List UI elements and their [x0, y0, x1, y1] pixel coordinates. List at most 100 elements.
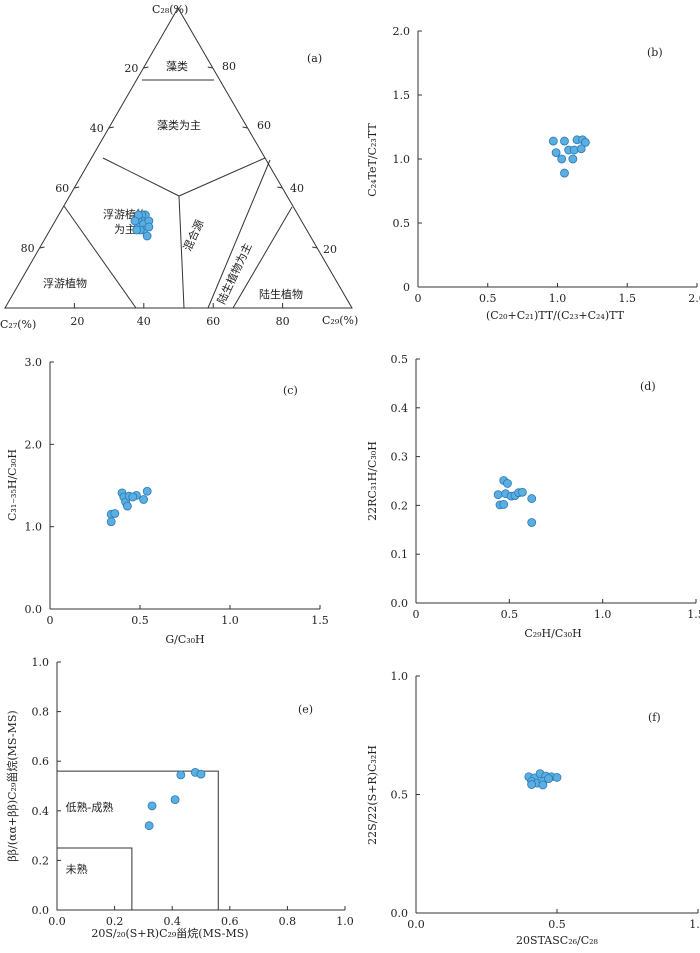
data-point	[581, 137, 590, 147]
x-tick-label: 1.0	[549, 292, 567, 305]
x-tick-label: 0.5	[548, 918, 566, 931]
panel-tag: (b)	[647, 46, 663, 59]
y-tick-label: 0.3	[391, 451, 409, 464]
data-point	[196, 769, 206, 779]
maturity-zone-label: 低熟-成熟	[66, 800, 114, 814]
scatter-panels: 0 0.5 1.0 1.5 2.0 0 0.5 1.0 1.5 2.0 (C₂₀+C₂₁)TT/(C…	[5, 25, 700, 947]
ternary-boundary	[207, 159, 271, 309]
data-point	[551, 148, 561, 158]
y-tick-label: 0.0	[391, 597, 409, 610]
maturity-zone-box	[56, 770, 219, 911]
x-tick-label: 0.6	[221, 915, 239, 928]
ternary-boundary	[178, 157, 266, 197]
y-tick-label: 0.0	[25, 603, 43, 616]
y-tick-label: 0.8	[32, 706, 50, 719]
ternary-tick-label-left: 20	[124, 62, 138, 75]
data-point	[527, 518, 537, 527]
data-point	[176, 770, 186, 780]
ternary-apex-label-c28: C₂₈(%)	[152, 3, 188, 16]
y-tick-label: 0.6	[32, 755, 50, 768]
ternary-tick-label-left: 40	[90, 122, 104, 135]
y-tick-label: 1.5	[393, 89, 411, 102]
ternary-triangle	[4, 7, 353, 309]
x-tick-label: 0.5	[131, 614, 149, 627]
ternary-tick-right	[312, 246, 318, 249]
ternary-tick-left	[143, 66, 149, 69]
scatter-panel-e: 0.0 0.2 0.4 0.6 0.8 1.0 0.0 0.2 0.4 0.6 0.8 1.0 20S/…	[5, 656, 354, 940]
panel-tag: (e)	[298, 703, 313, 716]
ternary-tick-label-bottom: 20	[70, 315, 84, 328]
y-tick-label: 0.4	[32, 805, 50, 818]
y-tick-label: 0	[403, 281, 410, 294]
ternary-region-label: 陆生植物	[259, 287, 303, 301]
panel-tag: (c)	[283, 384, 298, 397]
x-tick-label: 1.5	[619, 292, 637, 305]
data-point	[170, 795, 180, 805]
scatter-panel-d: 0 0.5 1.0 1.5 0.0 0.1 0.2 0.3 0.4 0.5 C₂₉H/C₃₀H 22R…	[366, 353, 700, 640]
y-axis-label: ββ/(αα+ββ)C₂₉甾烷(MS-MS)	[5, 710, 19, 861]
x-tick-label: 1.5	[311, 614, 329, 627]
ternary-tick-label-left: 60	[55, 182, 69, 195]
scatter-panel-b: 0 0.5 1.0 1.5 2.0 0 0.5 1.0 1.5 2.0 (C₂₀+C₂₁)TT/(C…	[366, 25, 700, 322]
ternary-region-label: 混合源	[180, 217, 207, 253]
panel-tag: (d)	[640, 380, 656, 393]
data-point	[144, 821, 154, 831]
x-axis-label: 20STASC₂₆/C₂₈	[516, 934, 599, 947]
y-tick-label: 1.0	[391, 670, 409, 683]
data-point	[106, 517, 116, 527]
data-point	[493, 490, 503, 500]
y-tick-label: 2.0	[25, 438, 43, 451]
y-tick-label: 1.0	[393, 153, 411, 166]
y-axis-label: 22RC₃₁H/C₃₀H	[366, 441, 379, 521]
ternary-tick-right	[207, 66, 213, 69]
x-tick-label: 1.5	[687, 608, 700, 621]
y-tick-label: 3.0	[25, 356, 43, 369]
ternary-tick-label-right: 40	[290, 182, 304, 195]
data-point	[552, 773, 562, 782]
ternary-region-label: 浮游植物	[43, 276, 87, 290]
y-tick-label: 2.0	[393, 25, 411, 38]
panel-tag: (f)	[648, 711, 661, 724]
x-tick-label: 1.0	[689, 918, 700, 931]
data-point	[518, 487, 527, 497]
maturity-zone-label: 未熟	[66, 862, 88, 876]
ternary-tick-label-bottom: 40	[137, 315, 151, 328]
x-axis-label: G/C₃₀H	[165, 633, 204, 646]
ternary-tick-label-right: 80	[222, 60, 236, 73]
y-tick-label: 0.2	[391, 499, 409, 512]
scatter-panel-f: 0.0 0.5 1.0 0.0 0.5 1.0 20STASC₂₆/C₂₈ 22S/22(S+…	[366, 670, 700, 947]
y-axis-label: 22S/22(S+R)C₃₂H	[366, 745, 379, 845]
y-tick-label: 0.5	[391, 789, 409, 802]
ternary-tick-label-bottom: 80	[276, 315, 290, 328]
x-tick-label: 0.0	[407, 918, 425, 931]
data-point	[557, 154, 567, 164]
ternary-tick-right	[242, 126, 248, 129]
data-point	[560, 136, 569, 146]
ternary-boundary	[63, 205, 137, 309]
y-tick-label: 0.0	[32, 904, 50, 917]
ternary-corner-label-c27: C₂₇(%)	[0, 318, 36, 331]
x-tick-label: 1.0	[336, 915, 354, 928]
y-tick-label: 1.0	[25, 521, 43, 534]
data-point	[503, 479, 512, 488]
data-point	[568, 154, 578, 164]
data-point	[123, 501, 132, 511]
data-point	[538, 780, 548, 790]
ternary-boundary	[102, 157, 180, 197]
y-tick-label: 0.0	[391, 907, 409, 920]
x-tick-label: 0.5	[501, 608, 519, 621]
x-tick-label: 0.8	[279, 915, 297, 928]
data-point	[560, 168, 569, 178]
ternary-data-point	[130, 216, 140, 226]
ternary-corner-label-c29: C₂₉(%)	[322, 314, 358, 327]
ternary-region-label: 为主	[114, 223, 136, 236]
ternary-tick-label-left: 80	[21, 242, 35, 255]
ternary-data-point	[142, 231, 152, 241]
ternary-tick-label-right: 60	[257, 119, 271, 132]
ternary-region-label: 藻类为主	[157, 118, 201, 132]
data-point	[499, 500, 509, 509]
x-tick-label: 0	[415, 292, 422, 305]
x-axis-label: (C₂₀+C₂₁)TT/(C₂₃+C₂₄)TT	[486, 309, 625, 322]
y-tick-label: 1.0	[32, 656, 50, 669]
